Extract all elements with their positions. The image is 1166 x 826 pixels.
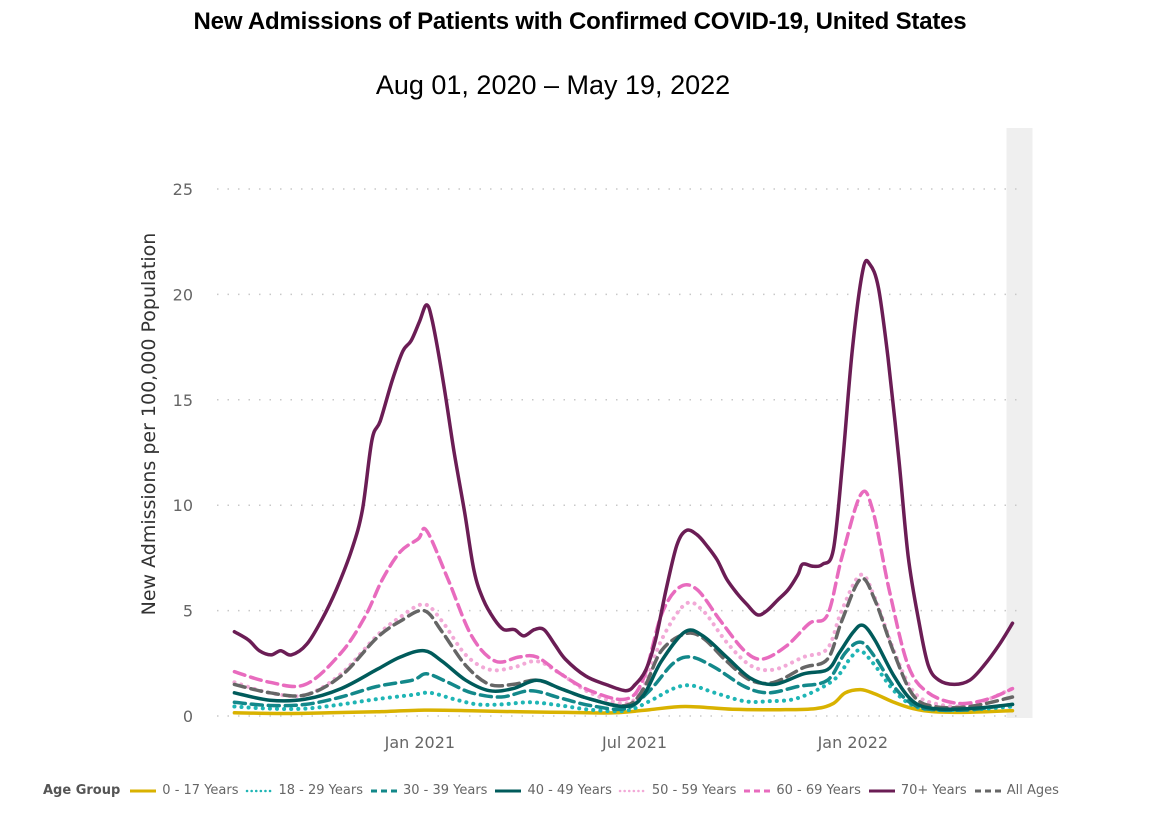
incomplete-data-shading <box>1006 128 1033 718</box>
legend-title: Age Group <box>43 783 121 798</box>
legend-swatch <box>130 789 157 792</box>
y-tick-label: 0 <box>183 707 193 726</box>
y-tick-label: 10 <box>173 496 193 515</box>
y-tick-label: 15 <box>173 391 193 410</box>
legend-label: 50 - 59 Years <box>651 783 737 798</box>
legend-swatch <box>868 789 895 792</box>
legend-label: 0 - 17 Years <box>162 783 239 798</box>
legend-label: 70+ Years <box>900 783 967 798</box>
series-line-40-49-years <box>232 623 1015 712</box>
y-tick-label: 20 <box>173 285 193 304</box>
y-tick-label: 5 <box>183 602 193 621</box>
chart-subtitle: Aug 01, 2020 – May 19, 2022 <box>375 70 731 100</box>
legend-swatch <box>370 789 397 792</box>
series-line-all-ages <box>232 576 1015 710</box>
legend-item[interactable]: 0 - 17 Years <box>128 783 239 798</box>
legend-swatch <box>744 789 771 792</box>
legend-label: All Ages <box>1006 783 1059 798</box>
series-line-30-39-years <box>232 640 1015 713</box>
legend-swatch <box>618 789 648 792</box>
legend-label: 30 - 39 Years <box>402 783 488 798</box>
legend-label: 40 - 49 Years <box>527 783 612 798</box>
legend-label: 60 - 69 Years <box>776 783 861 798</box>
legend-label: 18 - 29 Years <box>278 783 363 798</box>
y-tick-label: 25 <box>173 180 193 199</box>
legend-swatch <box>495 789 522 792</box>
series-line-0-17-years <box>232 687 1015 716</box>
y-axis-label: New Admissions per 100,000 Population <box>138 233 160 616</box>
series-line-70-years <box>232 258 1015 693</box>
legend-item[interactable]: 70+ Years <box>867 783 967 798</box>
legend-item[interactable]: 40 - 49 Years <box>493 783 612 798</box>
x-tick-label: Jul 2021 <box>601 733 667 752</box>
x-tick-label: Jan 2022 <box>817 733 888 752</box>
legend: Age Group 0 - 17 Years 18 - 29 Years 30 - … <box>43 783 1065 798</box>
legend-item[interactable]: 30 - 39 Years <box>369 783 487 798</box>
legend-item[interactable]: All Ages <box>973 783 1059 798</box>
chart-title: New Admissions of Patients with Confirme… <box>193 8 967 35</box>
legend-swatch <box>974 789 1001 792</box>
x-tick-label: Jan 2021 <box>384 733 455 752</box>
series-line-50-59-years <box>232 572 1015 709</box>
legend-item[interactable]: 18 - 29 Years <box>245 783 363 798</box>
legend-item[interactable]: 50 - 59 Years <box>618 783 736 798</box>
legend-item[interactable]: 60 - 69 Years <box>742 783 861 798</box>
series-line-18-29-years <box>232 648 1015 714</box>
series-line-60-69-years <box>232 489 1015 706</box>
legend-swatch <box>245 789 274 792</box>
